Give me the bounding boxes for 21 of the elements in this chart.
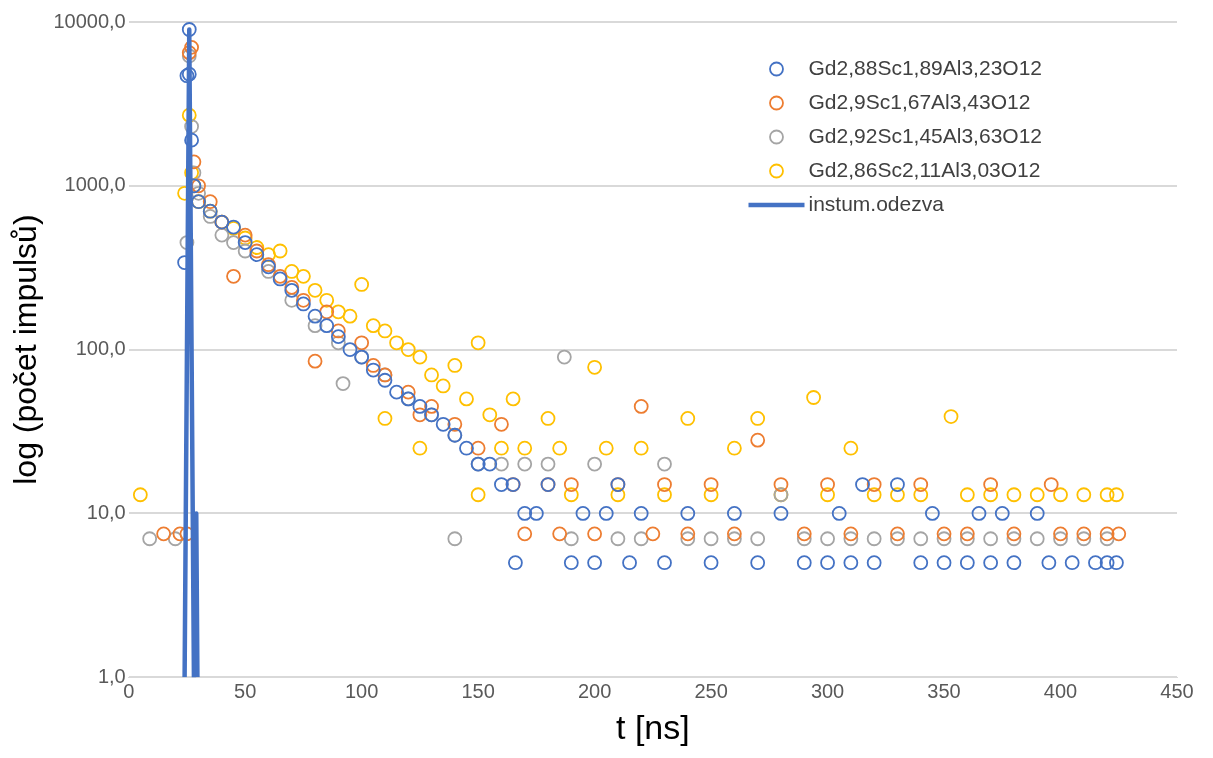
y-tick-label: 10000,0 [53,9,126,32]
x-tick-label: 350 [927,679,961,702]
legend-label: Gd2,86Sc2,11Al3,03O12 [808,157,1041,181]
x-tick-label: 150 [461,679,495,702]
legend-label: Gd2,92Sc1,45Al3,63O12 [808,123,1043,147]
x-axis-title: t [ns] [616,707,690,746]
x-tick-label: 100 [344,679,379,702]
y-tick-label: 100,0 [75,337,126,360]
x-tick-label: 200 [577,679,612,702]
y-tick-label: 1000,0 [64,173,126,196]
x-tick-label: 250 [694,679,728,702]
x-tick-label: 400 [1043,679,1078,702]
x-tick-label: 300 [810,679,845,702]
y-tick-label: 10,0 [86,500,126,523]
legend-label: instum.odezva [808,191,945,215]
legend-label: Gd2,9Sc1,67Al3,43O12 [808,89,1031,113]
x-tick-label: 450 [1160,679,1194,702]
y-axis-title: log (počet impulsů) [7,214,44,485]
legend-label: Gd2,88Sc1,89Al3,23O12 [808,55,1043,79]
x-tick-label: 50 [234,679,257,702]
y-tick-label: 1,0 [97,664,126,687]
